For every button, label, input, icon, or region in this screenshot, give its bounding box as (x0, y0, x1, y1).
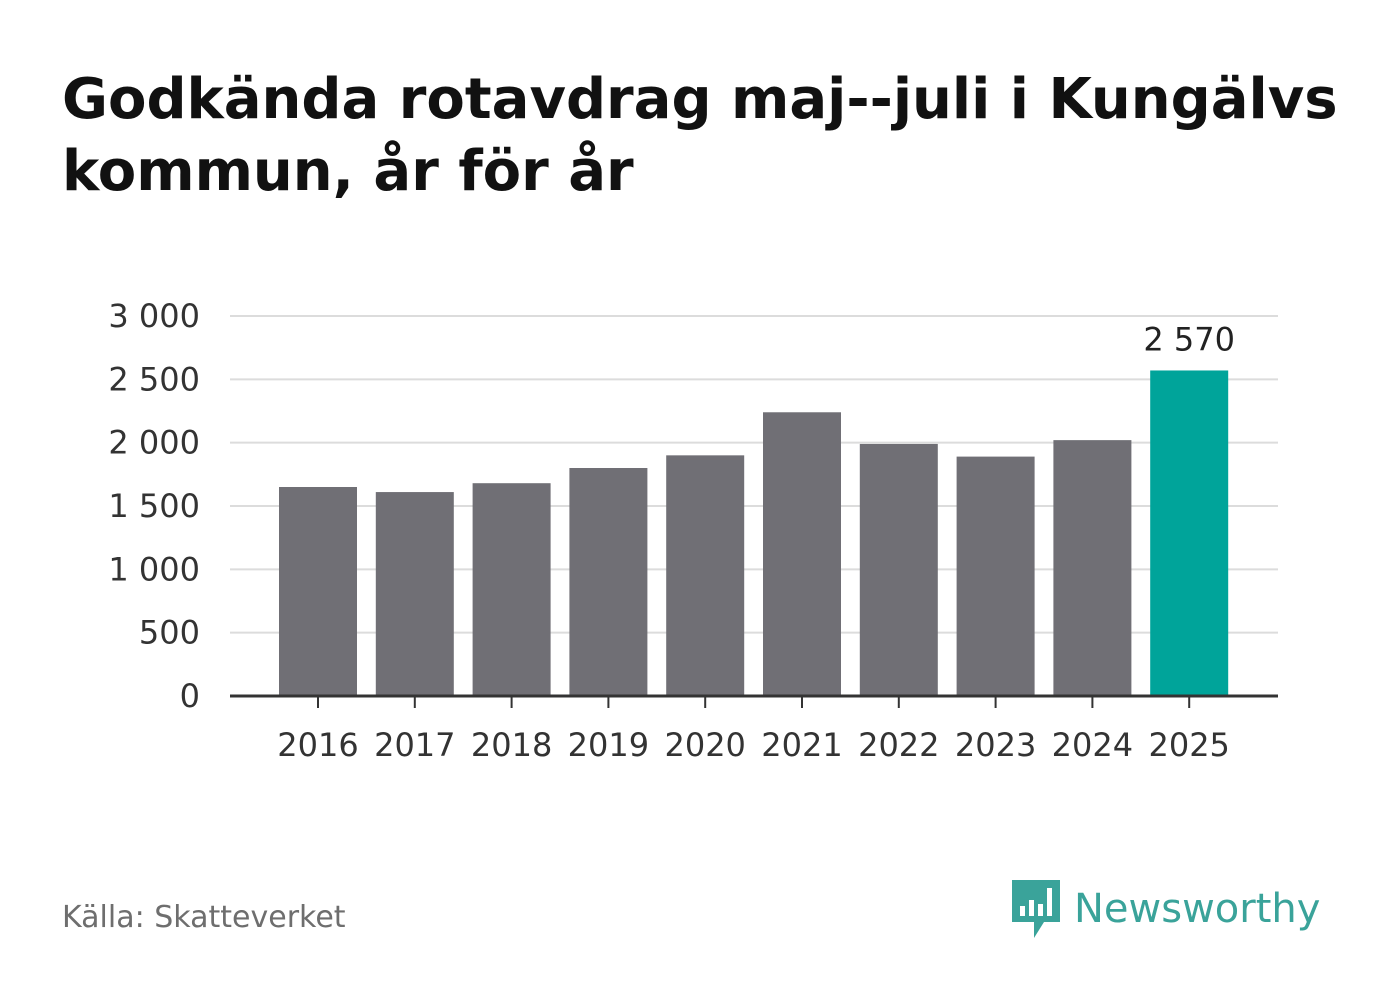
source-note: Källa: Skatteverket (62, 900, 346, 935)
x-tick-label: 2019 (568, 726, 649, 764)
x-tick-label: 2025 (1148, 726, 1229, 764)
bar-2021 (763, 412, 841, 696)
x-tick-label: 2022 (858, 726, 939, 764)
bar-2022 (859, 443, 938, 696)
bar-2024 (1053, 440, 1132, 696)
y-tick-label: 2 000 (108, 424, 200, 462)
y-tick-label: 2 500 (108, 360, 200, 398)
data-label: 2 570 (1143, 320, 1235, 358)
bar-2016 (279, 487, 357, 696)
y-tick-label: 1 500 (108, 487, 200, 525)
x-tick-label: 2021 (761, 726, 842, 764)
y-tick-label: 3 000 (108, 297, 200, 335)
bar-2017 (375, 492, 454, 696)
y-tick-label: 500 (139, 614, 200, 652)
bar-2023 (956, 456, 1035, 696)
x-tick-label: 2018 (471, 726, 552, 764)
x-tick-label: 2024 (1052, 726, 1133, 764)
x-axis: 2016 2017 2018 2019 2020 2021 2022 2023 2024 2025 (230, 694, 1278, 764)
y-axis-ticks: 0 500 1 000 1 500 2 000 2 500 3 000 (108, 297, 200, 715)
x-tick-label: 2016 (277, 726, 358, 764)
brand-name: Newsworthy (1074, 886, 1321, 932)
x-tick-label: 2020 (664, 726, 745, 764)
newsworthy-logo-icon (1012, 880, 1060, 938)
y-tick-label: 1 000 (108, 550, 200, 588)
brand-logo: Newsworthy (1010, 878, 1320, 940)
chart-title: Godkända rotavdrag maj--juli i Kungälvs … (62, 67, 1338, 204)
bar-2019 (569, 468, 648, 696)
bar-2025 (1150, 370, 1229, 696)
bar-2020 (666, 455, 745, 696)
x-tick-label: 2017 (374, 726, 455, 764)
bar-2018 (472, 483, 551, 696)
bars (279, 370, 1229, 696)
x-tick-label: 2023 (955, 726, 1036, 764)
data-labels: 2 570 (1143, 320, 1235, 358)
y-tick-label: 0 (180, 677, 200, 715)
